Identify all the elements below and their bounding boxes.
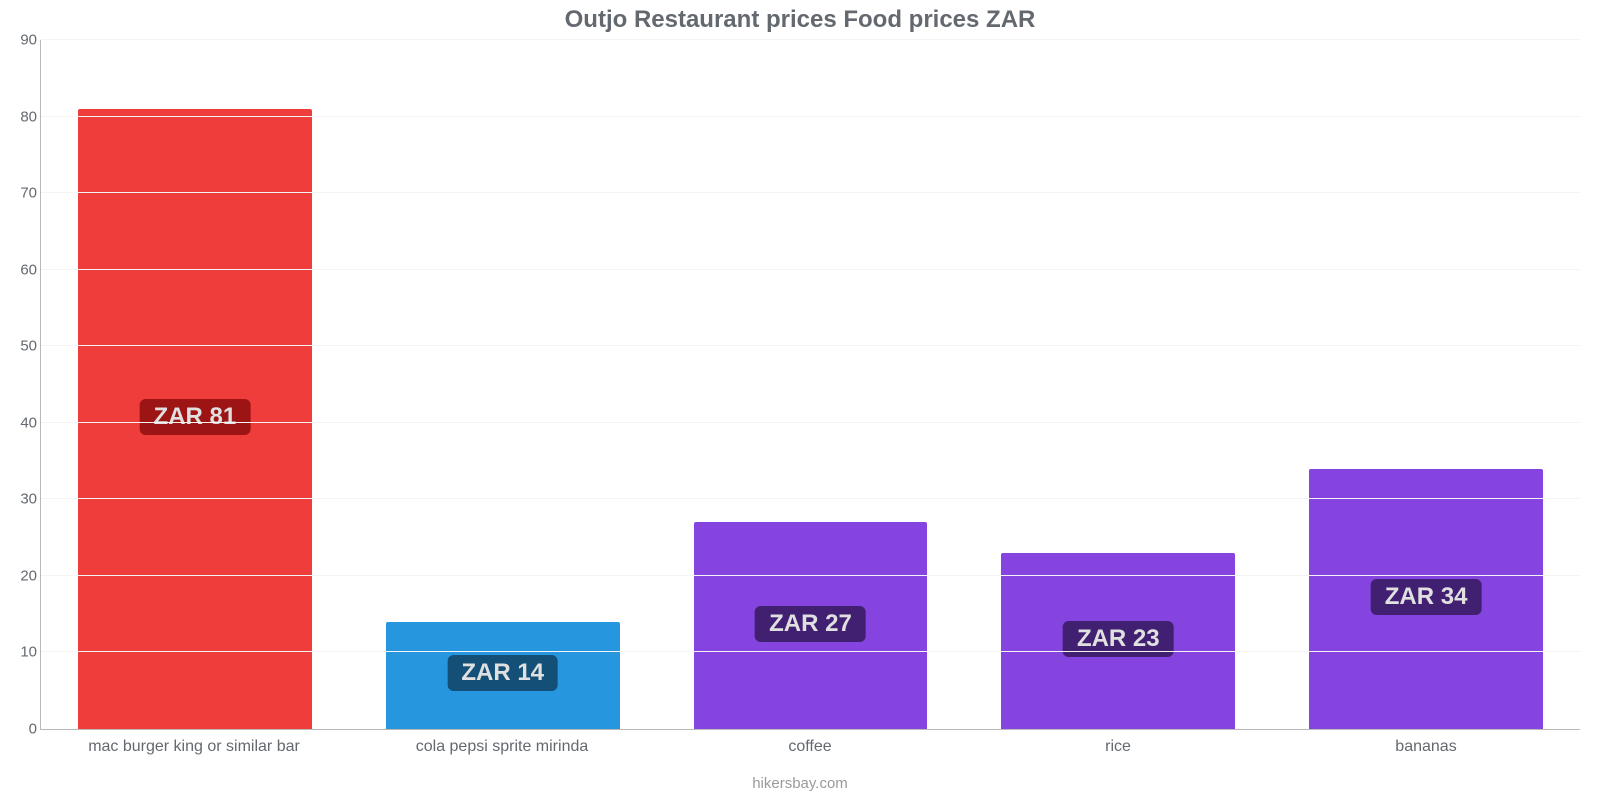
- gridline: [41, 116, 1580, 117]
- x-tick-label: bananas: [1272, 738, 1580, 756]
- plot-area: ZAR 81ZAR 14ZAR 27ZAR 23ZAR 34 010203040…: [40, 40, 1580, 730]
- y-tick-label: 70: [7, 185, 37, 202]
- value-badge: ZAR 14: [447, 655, 558, 691]
- gridline: [41, 192, 1580, 193]
- gridline: [41, 39, 1580, 40]
- y-tick-label: 30: [7, 491, 37, 508]
- value-badge: ZAR 27: [755, 606, 866, 642]
- y-tick-label: 40: [7, 414, 37, 431]
- y-tick-label: 10: [7, 644, 37, 661]
- x-tick-label: rice: [964, 738, 1272, 756]
- x-tick-label: coffee: [656, 738, 964, 756]
- x-axis-labels: mac burger king or similar barcola pepsi…: [40, 738, 1580, 756]
- x-tick-label: mac burger king or similar bar: [40, 738, 348, 756]
- x-tick-label: cola pepsi sprite mirinda: [348, 738, 656, 756]
- gridline: [41, 651, 1580, 652]
- y-tick-label: 20: [7, 567, 37, 584]
- bar-slot: ZAR 14: [349, 40, 657, 729]
- chart-title: Outjo Restaurant prices Food prices ZAR: [0, 6, 1600, 34]
- credit-text: hikersbay.com: [0, 775, 1600, 792]
- y-tick-label: 50: [7, 338, 37, 355]
- gridline: [41, 345, 1580, 346]
- bars-container: ZAR 81 ZAR 14 ZAR 27 ZAR 23 ZAR 34: [41, 40, 1580, 729]
- bar-slot: ZAR 27: [657, 40, 965, 729]
- y-tick-label: 60: [7, 261, 37, 278]
- value-badge: ZAR 81: [140, 399, 251, 435]
- y-tick-label: 80: [7, 108, 37, 125]
- gridline: [41, 422, 1580, 423]
- bar-slot: ZAR 34: [1272, 40, 1580, 729]
- bar-slot: ZAR 81: [41, 40, 349, 729]
- gridline: [41, 575, 1580, 576]
- gridline: [41, 498, 1580, 499]
- bar-slot: ZAR 23: [964, 40, 1272, 729]
- gridline: [41, 269, 1580, 270]
- y-tick-label: 90: [7, 32, 37, 49]
- y-tick-label: 0: [7, 721, 37, 738]
- bar-chart: Outjo Restaurant prices Food prices ZAR …: [0, 0, 1600, 800]
- value-badge: ZAR 34: [1371, 579, 1482, 615]
